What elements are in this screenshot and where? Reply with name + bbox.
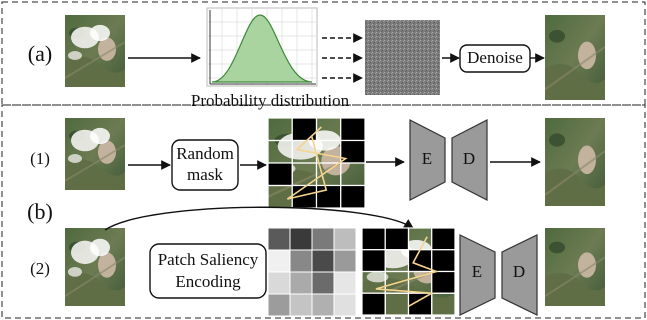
input-image <box>65 15 125 87</box>
grid-cell <box>341 118 365 141</box>
grid-cell <box>432 272 455 294</box>
saliency-cell <box>312 228 334 250</box>
grid-cell <box>385 228 408 250</box>
decoder-label: D <box>513 262 525 281</box>
caption: Probability distribution <box>191 91 350 110</box>
saliency-cell <box>312 272 334 294</box>
saliency-grid <box>268 228 356 316</box>
saliency-cell <box>290 228 312 250</box>
step-label: Patch Saliency <box>158 250 259 269</box>
saliency-cell <box>268 294 290 316</box>
figure: (a) Probability distribution Denoise (b)… <box>0 0 647 320</box>
saliency-cell <box>334 294 356 316</box>
saliency-cell <box>312 250 334 272</box>
saliency-cell <box>290 272 312 294</box>
saliency-cell <box>268 228 290 250</box>
grid-cell <box>268 163 292 186</box>
input-image <box>65 118 125 190</box>
grid-cell <box>362 228 385 250</box>
input-image <box>65 228 125 306</box>
saliency-cell <box>268 272 290 294</box>
grid-cell <box>341 186 365 209</box>
step-label: Encoding <box>175 272 241 291</box>
encoder-label: E <box>472 262 482 281</box>
saliency-cell <box>334 228 356 250</box>
noise-image <box>365 20 440 95</box>
decoder-label: D <box>463 149 475 168</box>
grid-cell <box>362 250 385 272</box>
masked-grid <box>268 118 365 208</box>
saliency-cell <box>268 250 290 272</box>
arrow <box>105 207 413 230</box>
saliency-cell <box>334 250 356 272</box>
grid-cell <box>432 250 455 272</box>
grid-cell <box>292 118 316 141</box>
saliency-cell <box>290 294 312 316</box>
panel-label: (a) <box>28 41 52 66</box>
distribution-plot <box>207 8 317 86</box>
step-label: mask <box>187 165 223 184</box>
masked-grid <box>362 228 455 315</box>
grid-cell <box>317 186 341 209</box>
saliency-cell <box>290 250 312 272</box>
encoder-label: E <box>422 149 432 168</box>
saliency-cell <box>312 294 334 316</box>
panel-label: (b) <box>27 199 53 224</box>
step-label: Denoise <box>467 48 523 67</box>
step-label: Random <box>176 144 234 163</box>
output-image <box>545 15 605 100</box>
output-image <box>545 228 605 306</box>
row-label: (2) <box>30 259 50 278</box>
row-label: (1) <box>30 149 50 168</box>
grid-cell <box>432 228 455 250</box>
output-image <box>545 118 605 206</box>
saliency-cell <box>334 272 356 294</box>
grid-cell <box>362 293 385 315</box>
